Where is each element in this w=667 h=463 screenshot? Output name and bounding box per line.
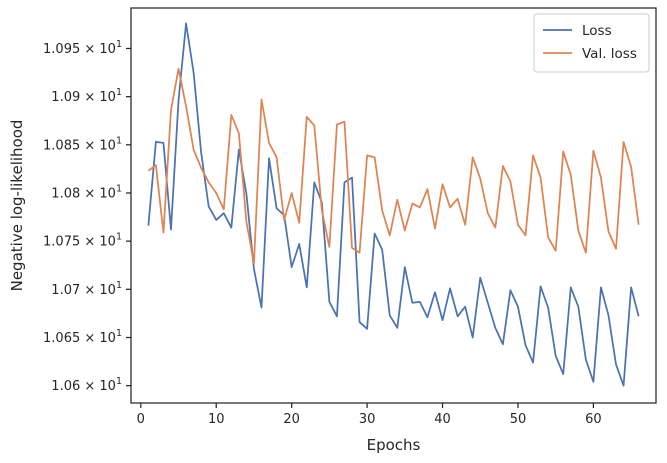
y-tick-exponent: 1 bbox=[116, 376, 122, 387]
series-lines bbox=[147, 22, 640, 387]
y-tick-times: × 10 bbox=[80, 138, 116, 153]
y-tick-times: × 10 bbox=[80, 186, 116, 201]
y-tick-label: 1.06 × 101 bbox=[51, 376, 122, 394]
y-tick-exponent: 1 bbox=[116, 328, 122, 339]
y-tick-mantissa: 1.075 bbox=[43, 235, 80, 250]
series-line-loss bbox=[147, 22, 640, 387]
y-tick-label: 1.085 × 101 bbox=[43, 135, 122, 153]
y-tick-exponent: 1 bbox=[116, 87, 122, 98]
y-tick-times: × 10 bbox=[80, 331, 116, 346]
y-tick-mantissa: 1.07 bbox=[51, 283, 80, 298]
y-tick-mantissa: 1.085 bbox=[43, 138, 80, 153]
y-tick-exponent: 1 bbox=[116, 39, 122, 50]
x-tick-label: 30 bbox=[359, 412, 376, 427]
legend-loss-label: Loss bbox=[582, 23, 612, 39]
y-tick-mantissa: 1.06 bbox=[51, 379, 80, 394]
x-tick-label: 60 bbox=[585, 412, 602, 427]
x-axis-label: Epochs bbox=[367, 436, 421, 454]
y-tick-mantissa: 1.065 bbox=[43, 331, 80, 346]
y-tick-times: × 10 bbox=[80, 42, 116, 57]
y-tick-times: × 10 bbox=[80, 235, 116, 250]
x-tick-label: 0 bbox=[137, 412, 145, 427]
x-tick-label: 40 bbox=[434, 412, 451, 427]
y-tick-label: 1.075 × 101 bbox=[43, 232, 122, 250]
y-tick-times: × 10 bbox=[80, 379, 116, 394]
y-tick-label: 1.09 × 101 bbox=[51, 87, 122, 105]
y-tick-exponent: 1 bbox=[116, 183, 122, 194]
y-tick-mantissa: 1.08 bbox=[51, 186, 80, 201]
series-line-val-loss bbox=[147, 67, 640, 265]
plot-frame bbox=[130, 7, 657, 404]
y-tick-label: 1.07 × 101 bbox=[51, 280, 122, 298]
y-tick-exponent: 1 bbox=[116, 135, 122, 146]
y-tick-label: 1.08 × 101 bbox=[51, 183, 122, 201]
y-tick-times: × 10 bbox=[80, 90, 116, 105]
y-tick-exponent: 1 bbox=[116, 280, 122, 291]
legend-box bbox=[533, 13, 650, 73]
x-tick-label: 20 bbox=[283, 412, 300, 427]
y-tick-mantissa: 1.095 bbox=[43, 42, 80, 57]
y-tick-exponent: 1 bbox=[116, 232, 122, 243]
x-tick-label: 10 bbox=[208, 412, 225, 427]
y-tick-mantissa: 1.09 bbox=[51, 90, 80, 105]
legend: Loss Val. loss bbox=[533, 13, 650, 73]
y-tick-label: 1.095 × 101 bbox=[43, 39, 122, 57]
y-tick-label: 1.065 × 101 bbox=[43, 328, 122, 346]
y-tick-times: × 10 bbox=[80, 283, 116, 298]
legend-val-loss-label: Val. loss bbox=[582, 46, 637, 62]
y-axis-label: Negative log-likelihood bbox=[8, 120, 26, 292]
x-tick-label: 50 bbox=[510, 412, 527, 427]
